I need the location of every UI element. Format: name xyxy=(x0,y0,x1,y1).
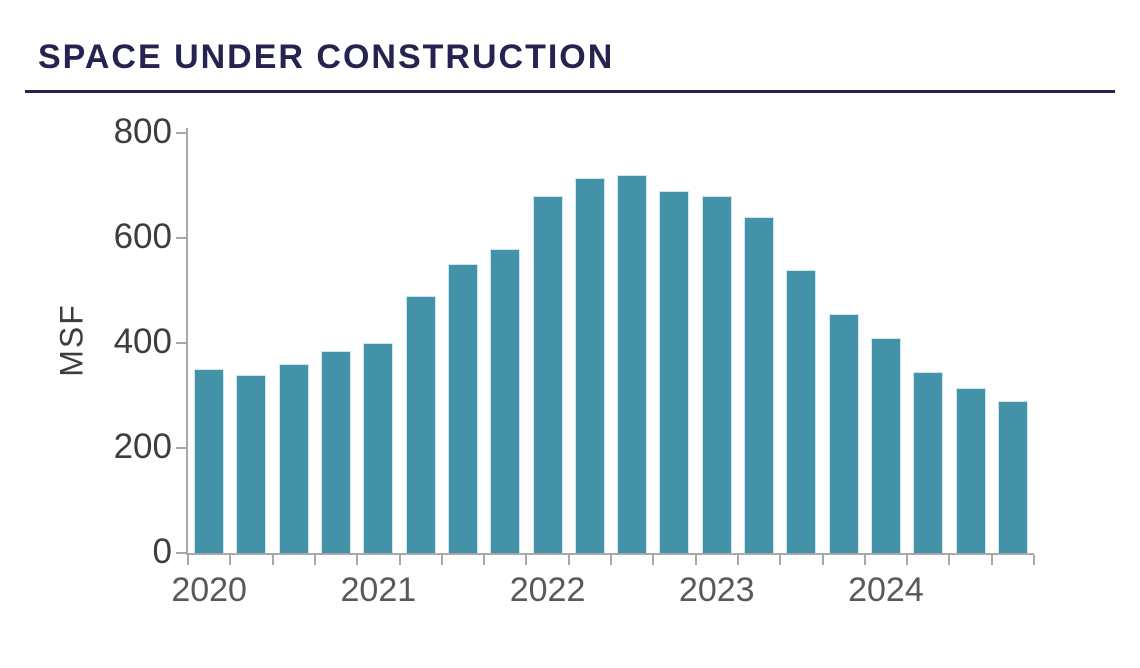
bar-2021-q3 xyxy=(447,264,478,553)
y-axis-tick-600 xyxy=(176,237,186,239)
bar-2024-q1 xyxy=(870,337,901,553)
x-axis-tick-10 xyxy=(610,555,612,565)
x-axis-tick-6 xyxy=(440,555,443,565)
bar-2024-q3 xyxy=(955,387,986,553)
x-axis-tick-13 xyxy=(736,555,739,565)
x-axis-tick-11 xyxy=(652,555,655,565)
bar-2022-q1 xyxy=(532,196,563,553)
x-axis-tick-4 xyxy=(356,555,359,565)
bar-2022-q3 xyxy=(617,175,648,553)
x-axis-tick-3 xyxy=(313,555,316,565)
y-axis-tick-label-0: 0 xyxy=(152,532,172,572)
bar-2021-q4 xyxy=(490,248,521,553)
x-axis-tick-5 xyxy=(398,555,401,565)
x-axis-tick-14 xyxy=(779,555,782,565)
bar-2023-q4 xyxy=(828,314,859,553)
y-axis-tick-label-400: 400 xyxy=(113,322,172,362)
bar-2022-q4 xyxy=(659,190,690,553)
bar-2023-q2 xyxy=(744,217,775,553)
bar-2022-q2 xyxy=(574,177,605,553)
bar-2020-q3 xyxy=(278,364,309,553)
y-axis-tick-0 xyxy=(176,552,186,554)
x-axis-year-label-2023: 2023 xyxy=(678,571,755,609)
y-axis-title: MSF xyxy=(53,303,90,377)
x-axis-tick-19 xyxy=(990,555,993,565)
x-axis-tick-0 xyxy=(187,555,189,565)
x-axis-tick-15 xyxy=(821,555,824,565)
bar-2024-q2 xyxy=(913,371,944,553)
x-axis-tick-16 xyxy=(863,555,866,565)
bar-2024-q4 xyxy=(997,400,1028,553)
x-axis-tick-17 xyxy=(906,555,909,565)
x-axis-tick-1 xyxy=(229,555,232,565)
title-underline-rule xyxy=(25,90,1115,93)
y-axis-tick-800 xyxy=(176,132,186,134)
x-axis-tick-9 xyxy=(567,555,570,565)
x-axis-tick-7 xyxy=(483,555,486,565)
plot-area: 0 200 400 600 800 2020 2021 2022 2023 2024 xyxy=(114,112,1035,609)
bar-2021-q1 xyxy=(363,343,394,553)
x-axis-tick-18 xyxy=(948,555,951,565)
x-axis-year-label-2020: 2020 xyxy=(171,571,247,609)
x-axis-tick-8 xyxy=(525,555,528,565)
bar-2020-q4 xyxy=(321,350,352,553)
x-axis-tick-2 xyxy=(271,555,274,565)
bar-2021-q2 xyxy=(405,295,436,553)
y-axis-tick-label-800: 800 xyxy=(113,112,172,152)
bar-2020-q2 xyxy=(236,374,267,553)
bar-2023-q1 xyxy=(701,196,732,553)
x-axis-year-label-2024: 2024 xyxy=(848,571,924,609)
bar-2020-q1 xyxy=(194,369,225,553)
chart-title: SPACE UNDER CONSTRUCTION xyxy=(38,38,615,76)
x-axis-tick-12 xyxy=(694,555,697,565)
y-axis-tick-200 xyxy=(176,447,186,449)
x-axis-year-label-2021: 2021 xyxy=(340,571,417,609)
x-axis-year-label-2022: 2022 xyxy=(509,571,586,609)
y-axis-tick-label-200: 200 xyxy=(113,427,172,467)
y-axis-tick-400 xyxy=(176,342,186,344)
x-axis-tick-20 xyxy=(1033,555,1035,565)
y-axis-tick-label-600: 600 xyxy=(113,217,172,257)
bar-2023-q3 xyxy=(786,269,817,553)
